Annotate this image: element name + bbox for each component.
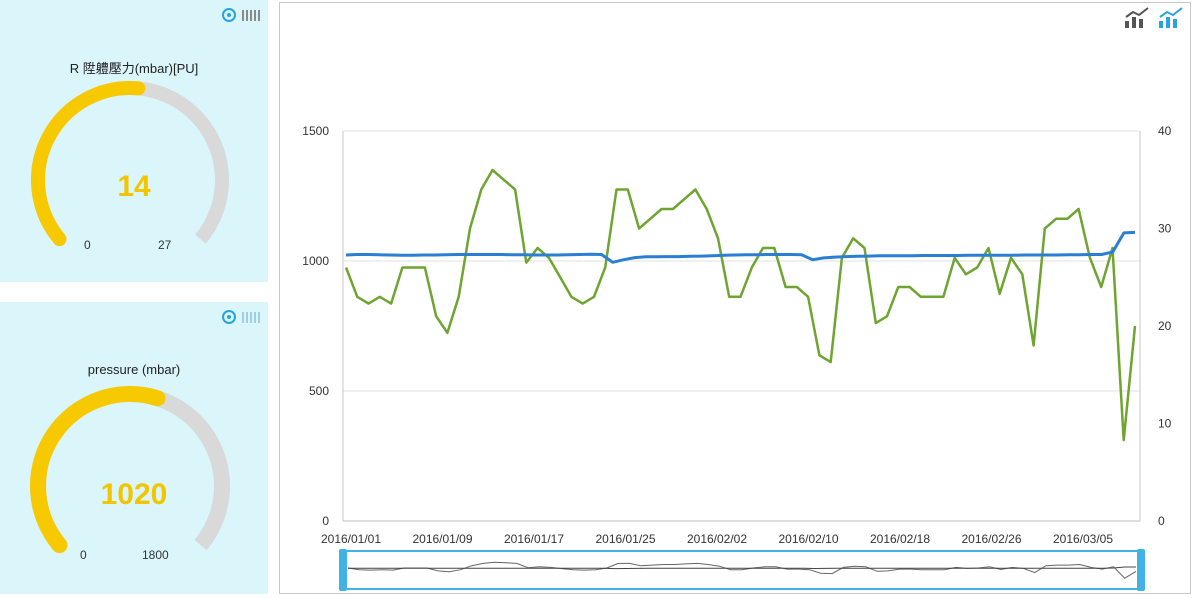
y-right-tick-label: 10 [1158,417,1172,431]
gauge-panel-temperature: R 陞軆壓力(mbar)[PU] 14 0 27 [0,0,268,282]
chart-toolbar [1124,7,1184,29]
line-chart: 0 500 1000 1500 0 10 20 30 40 2016/01/01 2016/01/0… [302,124,1172,591]
trend-chart-icon[interactable] [1124,7,1150,29]
barcode-icon[interactable] [242,9,260,21]
gauge-dial [30,386,230,554]
gauge-title: pressure (mbar) [87,362,181,377]
x-tick-label: 2016/02/02 [687,532,747,546]
x-tick-label: 2016/01/25 [595,532,655,546]
gauge-min-label: 0 [84,238,91,252]
gauge-title: R 陞軆壓力(mbar)[PU] [69,61,199,76]
trend-chart-active-icon[interactable] [1158,7,1184,29]
panel-toolbar [222,8,260,22]
gauge-min-label: 0 [80,548,87,562]
x-tick-label: 2016/01/01 [321,532,381,546]
series-line-left [345,230,1136,264]
gauge-fill [30,386,166,554]
y-left-tick-label: 500 [309,384,329,398]
y-right-tick-label: 40 [1158,124,1172,138]
gauge-value: 1020 [100,478,168,511]
gauge-dial [31,81,229,247]
info-icon[interactable] [222,8,236,22]
gauge-max-label: 1800 [142,548,169,562]
x-tick-label: 2016/01/09 [412,532,472,546]
gauge-max-label: 27 [158,238,172,252]
navigator-line [347,561,1137,579]
gauge-fill [31,81,146,247]
y-left-tick-label: 1500 [302,124,329,138]
info-icon[interactable] [222,310,236,324]
y-left-tick-label: 0 [322,514,329,528]
y-right-tick-label: 20 [1158,319,1172,333]
y-right-tick-label: 30 [1158,222,1172,236]
panel-toolbar [222,310,260,324]
navigator-handle-left[interactable] [339,549,347,591]
gauge-panel-pressure: pressure (mbar) 1020 0 1800 [0,302,268,594]
gauge-value: 14 [117,170,151,203]
x-tick-label: 2016/02/26 [961,532,1021,546]
navigator-line [348,566,1136,570]
navigator-handle-right[interactable] [1137,549,1145,591]
x-tick-label: 2016/02/10 [778,532,838,546]
barcode-icon[interactable] [242,311,260,323]
y-right-tick-label: 0 [1158,514,1165,528]
chart-panel: 0 500 1000 1500 0 10 20 30 40 2016/01/01 2016/01/0… [279,2,1191,594]
x-tick-label: 2016/03/05 [1053,532,1113,546]
x-tick-label: 2016/02/18 [870,532,930,546]
x-tick-label: 2016/01/17 [504,532,564,546]
y-left-tick-label: 1000 [302,254,329,268]
series-line-right [344,168,1137,442]
